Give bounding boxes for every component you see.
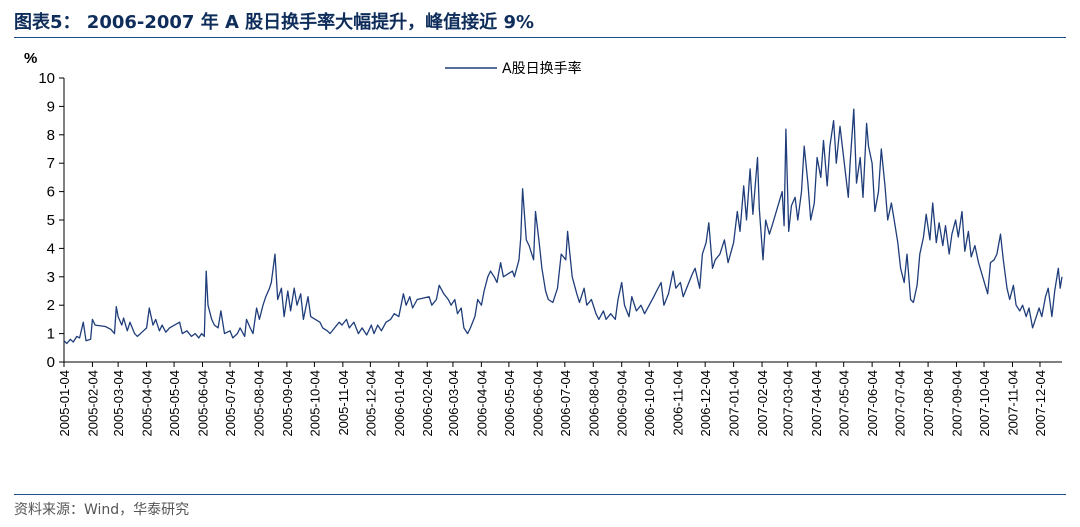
x-tick-label: 2005-05-04 bbox=[167, 370, 182, 437]
x-tick-label: 2006-10-04 bbox=[642, 370, 657, 437]
x-tick-label: 2006-02-04 bbox=[420, 370, 435, 437]
x-tick-label: 2005-07-04 bbox=[223, 370, 238, 437]
x-tick-label: 2006-07-04 bbox=[558, 370, 573, 437]
y-tick-label: 3 bbox=[47, 269, 55, 286]
series-line bbox=[63, 108, 1063, 345]
x-tick-label: 2006-11-04 bbox=[671, 370, 686, 436]
y-tick-label: 2 bbox=[47, 297, 55, 314]
y-ticks: 0 1 2 3 4 5 6 7 8 9 10 bbox=[38, 70, 64, 371]
x-tick-label: 2007-07-04 bbox=[893, 370, 908, 437]
x-tick-label: 2007-11-04 bbox=[1005, 370, 1020, 436]
x-tick-label: 2006-04-04 bbox=[474, 370, 489, 437]
y-axis-unit-label: % bbox=[24, 50, 37, 67]
x-tick-label: 2005-06-04 bbox=[196, 370, 211, 437]
x-tick-label: 2006-01-04 bbox=[392, 370, 407, 437]
x-tick-label: 2007-01-04 bbox=[727, 370, 742, 437]
x-tick-label: 2007-03-04 bbox=[781, 370, 796, 437]
legend-label: A股日换手率 bbox=[502, 60, 582, 77]
x-tick-label: 2007-08-04 bbox=[921, 370, 936, 437]
chart-legend: A股日换手率 bbox=[445, 60, 582, 77]
x-tick-label: 2005-09-04 bbox=[280, 370, 295, 437]
x-tick-label: 2005-04-04 bbox=[140, 370, 155, 437]
y-tick-label: 8 bbox=[47, 127, 55, 144]
x-tick-label: 2006-06-04 bbox=[530, 370, 545, 437]
x-tick-label: 2007-02-04 bbox=[755, 370, 770, 437]
y-tick-label: 4 bbox=[47, 240, 55, 257]
y-tick-label: 7 bbox=[47, 155, 55, 172]
x-tick-label: 2006-12-04 bbox=[698, 370, 713, 437]
x-tick-label: 2006-08-04 bbox=[586, 370, 601, 437]
x-tick-label: 2005-10-04 bbox=[307, 370, 322, 437]
y-tick-label: 9 bbox=[47, 98, 55, 115]
x-tick-label: 2006-05-04 bbox=[502, 370, 517, 437]
x-tick-label: 2007-06-04 bbox=[865, 370, 880, 437]
x-tick-label: 2005-11-04 bbox=[336, 370, 351, 436]
x-tick-label: 2006-09-04 bbox=[615, 370, 630, 437]
x-tick-label: 2007-09-04 bbox=[950, 370, 965, 437]
x-tick-label: 2005-01-04 bbox=[57, 370, 72, 437]
x-tick-label: 2007-05-04 bbox=[837, 370, 852, 437]
x-tick-label: 2006-03-04 bbox=[446, 370, 461, 437]
y-tick-label: 1 bbox=[47, 326, 55, 343]
x-ticks: 2005-01-04 2005-02-04 2005-03-04 2005-04-04… bbox=[57, 362, 1048, 437]
figure-title: 图表5： 2006-2007 年 A 股日换手率大幅提升，峰值接近 9% bbox=[14, 12, 535, 33]
x-tick-label: 2005-08-04 bbox=[251, 370, 266, 437]
source-rule bbox=[14, 494, 1066, 495]
x-tick-label: 2005-03-04 bbox=[111, 370, 126, 437]
y-tick-label: 0 bbox=[47, 354, 55, 371]
x-tick-label: 2007-12-04 bbox=[1033, 370, 1048, 437]
title-rule bbox=[14, 37, 1066, 38]
x-tick-label: 2005-12-04 bbox=[363, 370, 378, 437]
x-tick-label: 2007-10-04 bbox=[977, 370, 992, 437]
x-tick-label: 2007-04-04 bbox=[809, 370, 824, 437]
source-note: 资料来源：Wind，华泰研究 bbox=[14, 502, 190, 518]
x-tick-label: 2005-02-04 bbox=[85, 370, 100, 437]
y-tick-label: 6 bbox=[47, 184, 55, 201]
y-tick-label: 10 bbox=[38, 70, 55, 87]
chart-axes bbox=[63, 78, 1062, 363]
y-tick-label: 5 bbox=[47, 212, 55, 229]
